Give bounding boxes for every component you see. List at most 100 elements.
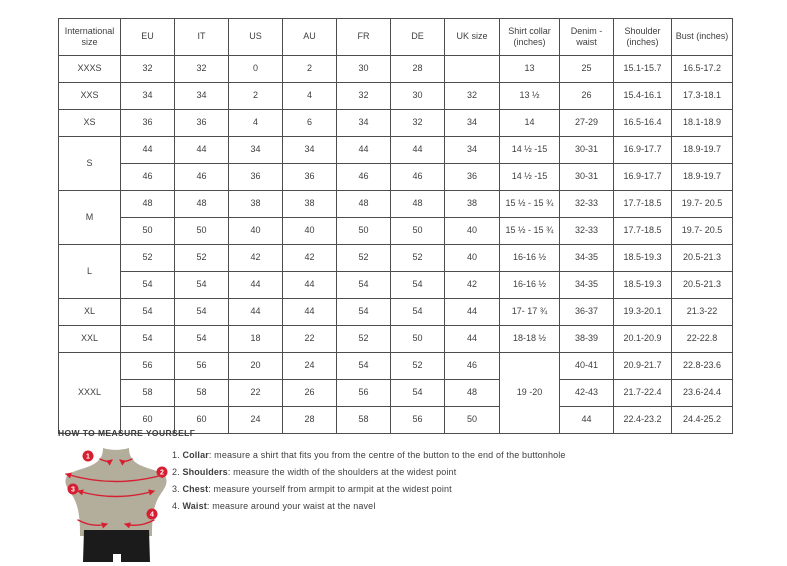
table-cell: 54 — [174, 271, 229, 299]
table-cell: 32-33 — [559, 217, 614, 245]
table-header-row: International size EU IT US AU FR DE UK size Shi… — [58, 18, 733, 56]
table-cell: 16-16 ½ — [499, 271, 560, 299]
neck-arrow — [119, 458, 133, 466]
table-cell: 54 — [336, 298, 391, 326]
chest-arrow — [76, 489, 156, 498]
table-cell: 20 — [228, 352, 283, 380]
table-cell: 40 — [228, 217, 283, 245]
table-cell: 40-41 — [559, 352, 614, 380]
table-cell: 17.3-18.1 — [671, 82, 733, 110]
table-cell: 54 — [120, 298, 175, 326]
table-cell: 56 — [336, 379, 391, 407]
table-cell: 34 — [120, 82, 175, 110]
table-cell: 25 — [559, 55, 614, 83]
table-cell: 52 — [390, 244, 445, 272]
instruction-text: : measure a shirt that fits you from the… — [208, 450, 566, 460]
table-cell: 22.8-23.6 — [671, 352, 733, 380]
table-cell: 56 — [390, 406, 445, 434]
table-cell: 15.4-16.1 — [613, 82, 672, 110]
table-cell: 18.5-19.3 — [613, 244, 672, 272]
table-cell: 0 — [228, 55, 283, 83]
column-header: AU — [282, 18, 337, 56]
table-cell: XXL — [58, 325, 121, 353]
table-cell: 30-31 — [559, 163, 614, 191]
table-cell: S — [58, 136, 121, 191]
badge-number: 4 — [150, 512, 154, 519]
table-row: 50 50 40 40 50 50 40 15 ½ - 15 ¾ 32-33 17.7-18.5 1… — [59, 217, 733, 245]
table-cell: 27-29 — [559, 109, 614, 137]
table-cell: 18.1-18.9 — [671, 109, 733, 137]
table-cell: 42 — [228, 244, 283, 272]
badge-3: 3 — [67, 483, 79, 495]
instruction-label: Chest — [182, 484, 209, 494]
table-cell: XXXL — [58, 352, 121, 434]
table-cell: 34 — [336, 109, 391, 137]
instruction-label: Waist — [182, 501, 207, 511]
table-cell: 46 — [174, 163, 229, 191]
table-cell: 44 — [390, 136, 445, 164]
table-cell: 20.5-21.3 — [671, 244, 733, 272]
table-cell: 50 — [390, 217, 445, 245]
table-cell: 22-22.8 — [671, 325, 733, 353]
table-cell: 18.9-19.7 — [671, 136, 733, 164]
table-cell: 54 — [336, 352, 391, 380]
instruction-label: Collar — [182, 450, 209, 460]
table-cell: 40 — [282, 217, 337, 245]
table-cell: 44 — [282, 271, 337, 299]
badge-number: 1 — [86, 454, 90, 461]
shoulder-arrow — [64, 472, 168, 483]
column-header: International size — [58, 18, 121, 56]
table-cell: 34 — [282, 136, 337, 164]
table-cell: 30 — [336, 55, 391, 83]
table-cell: XL — [58, 298, 121, 326]
measure-list: 1. Collar: measure a shirt that fits you… — [172, 450, 732, 511]
table-cell: 50 — [444, 406, 500, 434]
table-cell: 18.9-19.7 — [671, 163, 733, 191]
table-cell: 58 — [120, 379, 175, 407]
table-cell: 26 — [282, 379, 337, 407]
table-cell: 54 — [336, 271, 391, 299]
table-cell: 56 — [120, 352, 175, 380]
table-cell: 32 — [444, 82, 500, 110]
badge-number: 3 — [71, 487, 75, 494]
table-cell: 22.4-23.2 — [613, 406, 672, 434]
column-header: UK size — [444, 18, 500, 56]
table-cell: 38 — [228, 190, 283, 218]
table-cell: 34 — [444, 136, 500, 164]
table-cell: 16.9-17.7 — [613, 163, 672, 191]
table-cell: 52 — [390, 352, 445, 380]
neck-arrow — [99, 458, 113, 466]
table-cell: 34 — [174, 82, 229, 110]
table-cell: 4 — [228, 109, 283, 137]
column-header: FR — [336, 18, 391, 56]
table-cell: 48 — [444, 379, 500, 407]
instruction-text: : measure around your waist at the navel — [206, 501, 376, 511]
table-cell: 48 — [390, 190, 445, 218]
table-cell: 54 — [174, 325, 229, 353]
table-cell: 54 — [120, 271, 175, 299]
table-cell: 36 — [444, 163, 500, 191]
table-cell: 36-37 — [559, 298, 614, 326]
table-cell: 26 — [559, 82, 614, 110]
table-cell: 13 — [499, 55, 560, 83]
table-cell: 18-18 ½ — [499, 325, 560, 353]
table-cell: 58 — [174, 379, 229, 407]
table-cell: 21.3-22 — [671, 298, 733, 326]
table-cell: 21.7-22.4 — [613, 379, 672, 407]
table-cell: 18 — [228, 325, 283, 353]
table-cell: 52 — [336, 244, 391, 272]
measure-heading: HOW TO MEASURE YOURSELF — [58, 428, 196, 438]
table-cell: 20.9-21.7 — [613, 352, 672, 380]
measure-instruction: 1. Collar: measure a shirt that fits you… — [172, 450, 732, 460]
table-cell: 48 — [174, 190, 229, 218]
table-cell: 44 — [228, 271, 283, 299]
table-cell: 16.9-17.7 — [613, 136, 672, 164]
measure-instruction: 4. Waist: measure around your waist at t… — [172, 501, 732, 511]
table-cell: 32 — [174, 55, 229, 83]
table-cell: 16.5-17.2 — [671, 55, 733, 83]
table-cell: 19 -20 — [499, 352, 560, 434]
table-row: XXXL 56 56 20 24 54 52 46 19 -20 40-41 20.9-21.7 22… — [58, 352, 733, 434]
column-header: IT — [174, 18, 229, 56]
table-cell: 42 — [282, 244, 337, 272]
table-cell: XXS — [58, 82, 121, 110]
